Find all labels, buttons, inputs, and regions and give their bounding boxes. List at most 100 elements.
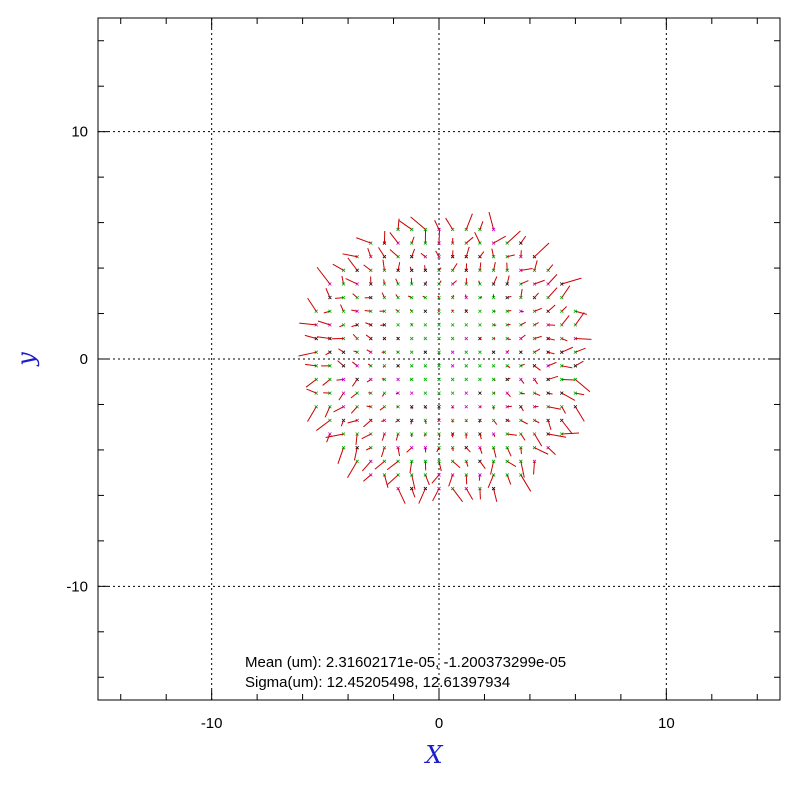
distortion-vector <box>575 379 591 393</box>
distortion-vector <box>304 334 317 340</box>
distortion-vector <box>361 433 372 440</box>
sample-marker <box>437 364 441 368</box>
distortion-vector <box>389 249 399 258</box>
distortion-vector <box>322 379 331 386</box>
distortion-vector <box>351 324 358 328</box>
distortion-vector <box>507 433 517 436</box>
distortion-vector <box>561 378 575 381</box>
sample-marker <box>450 364 455 368</box>
distortion-vector <box>520 406 524 412</box>
sample-marker <box>437 404 441 409</box>
distortion-vector <box>317 320 331 326</box>
sample-marker <box>396 377 400 382</box>
distortion-vector <box>324 406 331 418</box>
distortion-vector <box>424 406 427 410</box>
distortion-vector <box>432 488 440 502</box>
distortion-vector <box>382 259 385 271</box>
distortion-vector <box>547 304 556 312</box>
distortion-vector <box>534 365 541 371</box>
y-axis-title: y <box>12 352 40 367</box>
distortion-vector <box>382 337 385 339</box>
distortion-vector <box>479 488 481 500</box>
distortion-vector <box>479 433 482 440</box>
distortion-vector <box>493 433 496 438</box>
distortion-vector <box>367 363 372 367</box>
distortion-vector <box>506 275 510 285</box>
distortion-vector <box>363 474 372 482</box>
distortion-vector <box>493 379 496 381</box>
distortion-vector <box>352 361 358 367</box>
distortion-vector <box>436 447 440 453</box>
vector-field <box>298 211 592 504</box>
distortion-vector <box>397 488 406 504</box>
distortion-vector <box>507 338 511 341</box>
distortion-vector <box>340 420 344 427</box>
distortion-vector <box>561 338 568 342</box>
sample-marker <box>423 336 428 341</box>
distortion-vector <box>547 375 559 380</box>
distortion-vector <box>507 295 512 299</box>
distortion-vector <box>448 474 454 487</box>
sample-marker <box>423 377 428 382</box>
distortion-vector <box>561 277 582 285</box>
mean-annotation: Mean (um): 2.31602171e-05, -1.200373299e… <box>245 654 566 671</box>
distortion-vector <box>520 392 525 395</box>
distortion-vector <box>366 349 372 353</box>
distortion-vector <box>534 292 539 298</box>
distortion-vector <box>493 420 498 425</box>
sample-marker <box>464 364 469 368</box>
distortion-vector <box>347 461 358 478</box>
distortion-vector <box>325 288 331 298</box>
distortion-vector <box>520 350 523 353</box>
distortion-vector <box>493 261 496 271</box>
distortion-vector <box>382 365 385 368</box>
distortion-vector <box>548 338 556 341</box>
distortion-vector <box>520 433 526 441</box>
distortion-vector <box>520 289 523 298</box>
distortion-vector <box>574 406 585 422</box>
distortion-vector <box>465 461 469 467</box>
distortion-vector <box>365 322 371 326</box>
distortion-vector <box>548 406 561 410</box>
distortion-vector <box>304 363 317 367</box>
distortion-vector <box>561 285 571 298</box>
sample-marker <box>437 350 441 354</box>
distortion-vector <box>452 488 464 503</box>
distortion-vector <box>424 433 426 437</box>
distortion-vector <box>520 363 525 367</box>
distortion-vector <box>534 419 540 424</box>
distortion-vector <box>366 447 372 451</box>
distortion-vector <box>561 420 573 435</box>
distortion-vector <box>411 236 415 244</box>
distortion-vector <box>323 310 331 314</box>
distortion-vector <box>507 254 515 258</box>
distortion-vector <box>398 220 413 230</box>
distortion-vector <box>326 433 331 443</box>
distortion-vector <box>381 292 385 298</box>
distortion-vector <box>547 264 554 271</box>
distortion-vector <box>534 348 541 353</box>
distortion-vector <box>341 275 345 285</box>
distortion-vector <box>420 252 426 258</box>
distortion-vector <box>424 420 427 425</box>
distortion-vector <box>547 420 552 430</box>
distortion-vector <box>534 392 541 397</box>
distortion-vector <box>520 268 533 271</box>
distortion-vector <box>479 461 486 470</box>
distortion-vector <box>479 447 483 454</box>
distortion-vector <box>409 266 413 271</box>
distortion-vector <box>305 379 317 388</box>
distortion-vector <box>452 263 458 271</box>
distortion-vector <box>409 461 413 474</box>
distortion-vector <box>520 419 528 425</box>
distortion-vector <box>355 433 358 445</box>
distortion-vector <box>333 406 344 413</box>
distortion-vector <box>438 461 442 472</box>
distortion-vector <box>361 460 372 472</box>
distortion-vector <box>363 264 372 271</box>
distortion-vector <box>561 346 574 353</box>
x-tick-label: 0 <box>435 715 443 732</box>
distortion-vector <box>381 392 385 397</box>
distortion-vector <box>534 242 550 258</box>
distortion-vector <box>438 433 441 438</box>
